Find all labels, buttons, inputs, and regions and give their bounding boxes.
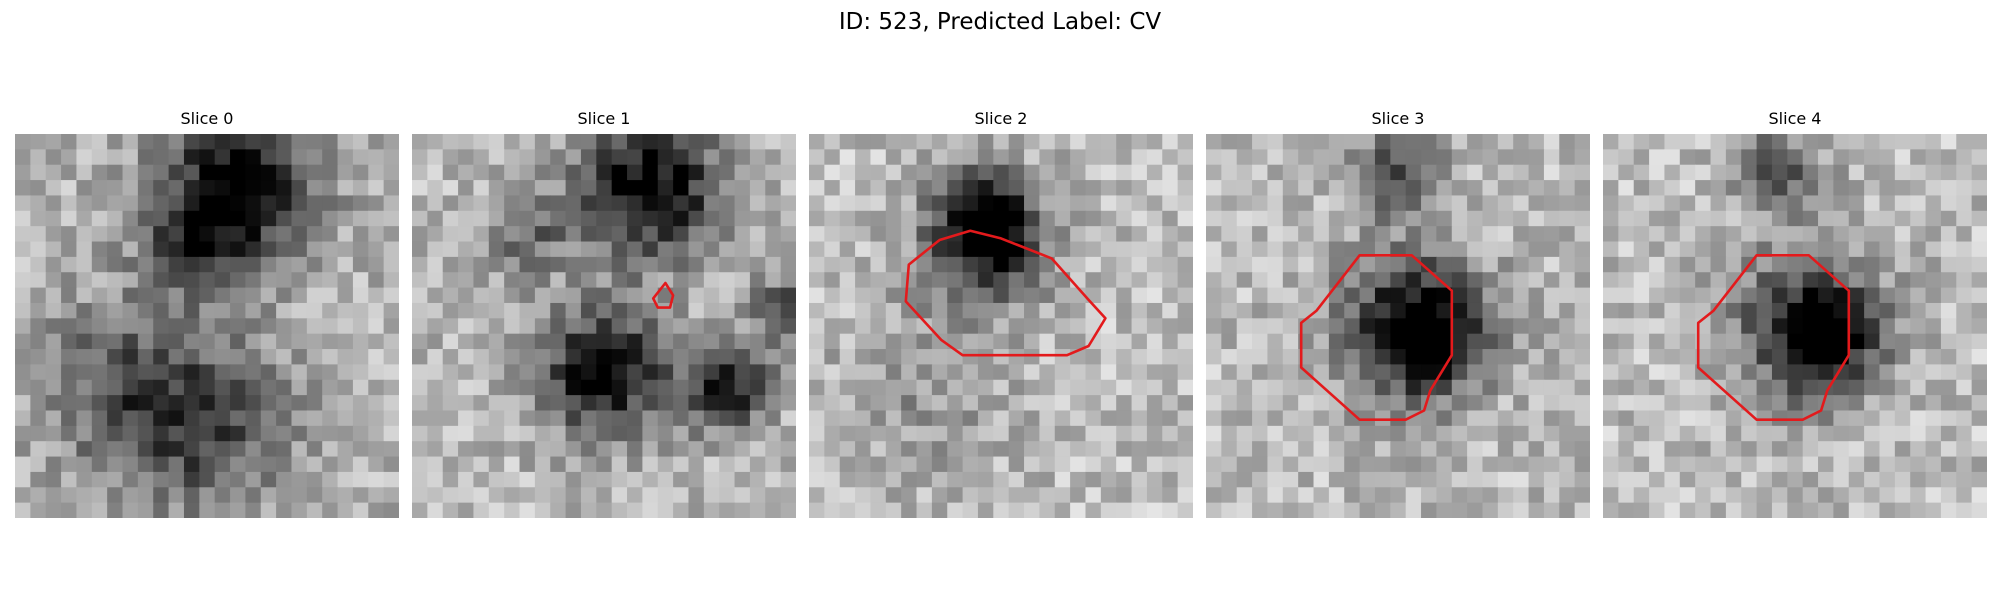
slice-1-svg [412, 134, 796, 518]
slice-0-svg [15, 134, 399, 518]
slice-4-svg [1603, 134, 1987, 518]
slice-title-0: Slice 0 [15, 108, 399, 130]
slice-title-1: Slice 1 [412, 108, 796, 130]
slice-title-2: Slice 2 [809, 108, 1193, 130]
slice-3-svg [1206, 134, 1590, 518]
slice-image-2 [809, 134, 1193, 518]
slice-image-0 [15, 134, 399, 518]
slice-title-4: Slice 4 [1603, 108, 1987, 130]
slice-image-4 [1603, 134, 1987, 518]
slice-image-3 [1206, 134, 1590, 518]
slice-image-1 [412, 134, 796, 518]
figure-title: ID: 523, Predicted Label: CV [0, 6, 2000, 38]
slice-title-3: Slice 3 [1206, 108, 1590, 130]
slice-2-svg [809, 134, 1193, 518]
